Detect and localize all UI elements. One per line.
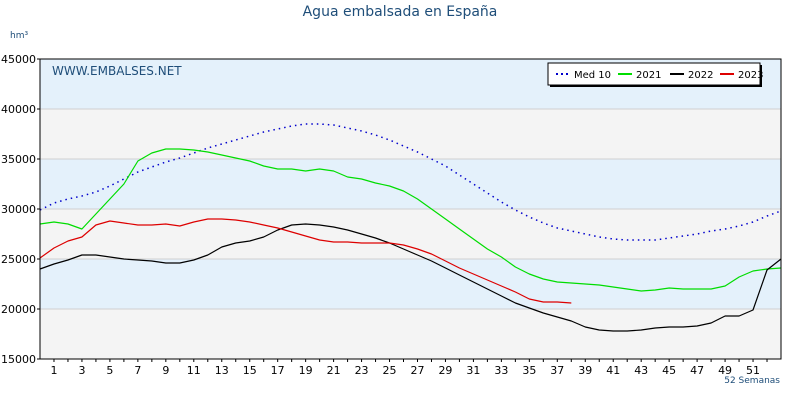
x-tick-label: 19 <box>299 364 313 377</box>
plot-band <box>40 109 781 159</box>
legend-label: 2022 <box>688 70 713 81</box>
plot-band <box>40 259 781 309</box>
x-tick-label: 27 <box>410 364 424 377</box>
legend-shadow-bottom <box>550 85 762 87</box>
x-tick-label: 41 <box>606 364 620 377</box>
x-tick-label: 31 <box>466 364 480 377</box>
plot-band <box>40 159 781 209</box>
series-line-2021 <box>39 148 782 292</box>
x-tick-label: 3 <box>78 364 85 377</box>
y-unit-label: hm³ <box>10 31 28 41</box>
y-tick-label: 40000 <box>1 103 36 116</box>
legend: Med 10 2021 2022 2023 <box>547 62 763 87</box>
x-tick-label: 39 <box>578 364 592 377</box>
legend-label: 2021 <box>636 70 661 81</box>
x-tick-label: 33 <box>494 364 508 377</box>
series-layer <box>39 123 782 332</box>
y-tick-label: 20000 <box>1 303 36 316</box>
x-tick-label: 13 <box>215 364 229 377</box>
y-tick-label: 25000 <box>1 253 36 266</box>
x-tick-label: 35 <box>522 364 536 377</box>
x-tick-label: 5 <box>106 364 113 377</box>
x-tick-label: 49 <box>718 364 732 377</box>
x-tick-label: 37 <box>550 364 564 377</box>
x-axis-label: 52 Semanas <box>724 376 780 386</box>
plot-band <box>40 209 781 259</box>
x-tick-label: 43 <box>634 364 648 377</box>
x-tick-labels: 1 3 5 7 9 11 13 15 17 19 21 23 25 27 29 31 33 35 37 39 41 43 4… <box>50 359 768 377</box>
y-tick-labels: 15000 20000 25000 30000 35000 40000 45000 <box>1 53 40 366</box>
x-tick-label: 11 <box>187 364 201 377</box>
x-tick-label: 7 <box>134 364 141 377</box>
watermark-text: WWW.EMBALSES.NET <box>52 64 182 78</box>
x-tick-label: 45 <box>662 364 676 377</box>
x-tick-label: 47 <box>690 364 704 377</box>
series-line-2022 <box>39 223 782 332</box>
x-tick-label: 15 <box>243 364 257 377</box>
x-tick-label: 21 <box>327 364 341 377</box>
x-tick-label: 25 <box>383 364 397 377</box>
x-tick-label: 1 <box>50 364 57 377</box>
y-tick-label: 35000 <box>1 153 36 166</box>
plot-band <box>40 309 781 359</box>
y-tick-label: 15000 <box>1 353 36 366</box>
legend-shadow-right <box>760 65 762 87</box>
legend-label: 2023 <box>738 70 763 81</box>
series-line-med-10 <box>39 123 782 241</box>
series-line-2023 <box>39 218 572 304</box>
legend-label: Med 10 <box>574 70 611 81</box>
x-tick-label: 9 <box>162 364 169 377</box>
x-tick-label: 51 <box>746 364 760 377</box>
x-tick-label: 17 <box>271 364 285 377</box>
x-tick-label: 29 <box>438 364 452 377</box>
y-tick-label: 30000 <box>1 203 36 216</box>
y-tick-label: 45000 <box>1 53 36 66</box>
chart-title: Agua embalsada en España <box>303 4 498 20</box>
x-tick-label: 23 <box>355 364 369 377</box>
